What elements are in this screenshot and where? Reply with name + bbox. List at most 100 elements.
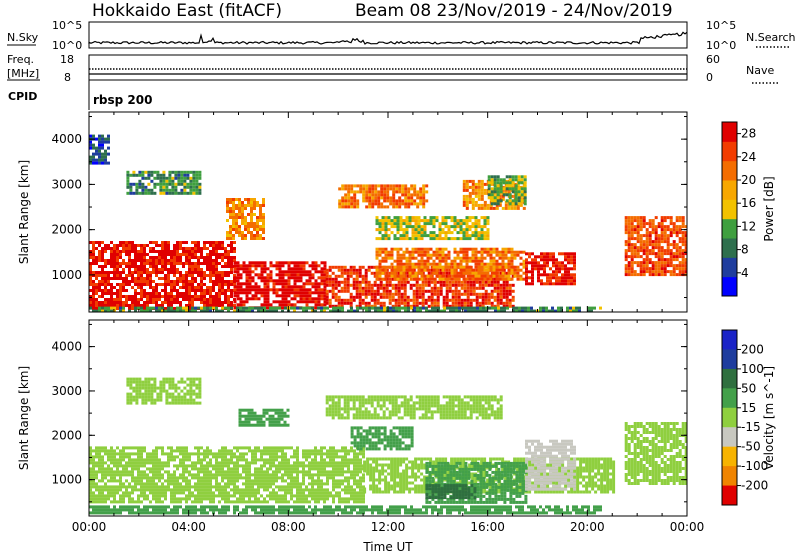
scatter-region-6: [325, 395, 503, 420]
scatter-region-4: [525, 439, 576, 491]
power-heatmap: [89, 134, 687, 312]
power-colorbar-tick-6: 28: [741, 127, 756, 141]
scatter-region-8: [238, 408, 290, 427]
power-colorbar-swatch-4: [722, 199, 737, 220]
power-ytick-3: 4000: [51, 132, 82, 146]
cpid-label: CPID: [8, 90, 37, 103]
velocity-y-axis: 1000 2000 3000 4000: [51, 323, 687, 503]
nave-label: Nave: [746, 64, 774, 77]
velocity-xtick-4: 16:00: [470, 520, 505, 534]
velocity-panel: 1000 2000 3000 4000 00:00 04:00 08:00 12:00 16:…: [17, 319, 705, 554]
nsky-trace: [88, 31, 688, 45]
power-colorbar-tick-5: 24: [741, 150, 756, 164]
velocity-colorbar-swatch-2: [722, 368, 737, 389]
freq-label: Freq.: [7, 53, 34, 66]
power-colorbar-tick-0: 4: [741, 266, 749, 280]
velocity-colorbar-swatch-1: [722, 349, 737, 370]
power-colorbar-swatch-5: [722, 180, 737, 200]
velocity-colorbar-tick-6: -100: [741, 459, 768, 473]
velocity-ylabel: Slant Range [km]: [17, 366, 31, 470]
velocity-xtick-0: 00:00: [72, 520, 107, 534]
nsky-panel: N.Sky 10^5 10^0 10^5 10^0 N.Search: [7, 19, 796, 52]
power-colorbar: 4 8 12 16 20 24 28 Power [dB]: [721, 121, 776, 297]
scatter-region-8: [338, 184, 429, 209]
power-colorbar-swatch-8: [722, 122, 737, 142]
power-colorbar-tick-1: 8: [741, 243, 749, 257]
scatter-region-4: [525, 252, 576, 286]
power-colorbar-tick-4: 20: [741, 173, 756, 187]
nsearch-tick-low: 10^0: [706, 39, 736, 52]
cpid-row: CPID rbsp 200: [8, 80, 152, 110]
velocity-colorbar-swatch-8: [722, 485, 737, 506]
power-colorbar-swatch-2: [722, 238, 737, 258]
scatter-region-2: [624, 422, 687, 485]
scatter-region-11: [487, 175, 527, 206]
power-colorbar-tick-3: 16: [741, 196, 756, 210]
power-x-ticks: [88, 112, 688, 312]
velocity-ytick-0: 1000: [51, 473, 82, 487]
beam-date-label: Beam 08 23/Nov/2019 - 24/Nov/2019: [355, 1, 673, 21]
velocity-x-axis: 00:00 04:00 08:00 12:00 16:00 20:00 00:00: [72, 320, 705, 534]
velocity-xlabel: Time UT: [362, 540, 413, 554]
scatter-region-7: [350, 426, 414, 451]
cpid-value: rbsp 200: [93, 93, 152, 107]
scatter-region-5: [89, 505, 602, 515]
scatter-region-5: [89, 306, 602, 312]
velocity-colorbar-swatch-7: [722, 466, 737, 487]
velocity-colorbar-swatch-6: [722, 446, 737, 467]
nave-tick-low: 0: [706, 71, 713, 84]
velocity-xtick-2: 08:00: [271, 520, 306, 534]
nsearch-tick-high: 10^5: [706, 19, 736, 32]
velocity-xtick-3: 12:00: [371, 520, 406, 534]
velocity-colorbar-tick-5: -50: [741, 440, 761, 454]
scatter-region-10: [425, 484, 477, 500]
scatter-region-3: [375, 247, 526, 281]
nsky-label: N.Sky: [7, 31, 39, 44]
scatter-region-13: [89, 134, 110, 165]
nave-tick-high: 60: [706, 53, 720, 66]
nsky-tick-low: 10^0: [52, 39, 82, 52]
power-colorbar-swatch-3: [722, 218, 737, 239]
velocity-xtick-6: 00:00: [670, 520, 705, 534]
velocity-colorbar-tick-1: 100: [741, 362, 764, 376]
freq-unit: [MHz]: [7, 67, 39, 80]
velocity-xtick-5: 20:00: [570, 520, 605, 534]
power-colorbar-swatch-6: [722, 160, 737, 181]
scatter-region-0: [89, 241, 236, 310]
power-colorbar-tick-2: 12: [741, 219, 756, 233]
velocity-ytick-1: 2000: [51, 428, 82, 442]
velocity-colorbar-tick-2: 50: [741, 381, 756, 395]
velocity-colorbar-tick-0: 200: [741, 342, 764, 356]
scatter-region-12: [126, 170, 202, 195]
power-ytick-0: 1000: [51, 268, 82, 282]
power-colorbar-swatch-0: [722, 276, 737, 297]
nsky-tick-high: 10^5: [52, 19, 82, 32]
nsearch-label: N.Search: [746, 31, 796, 44]
velocity-colorbar: 200 100 50 15 -15 -50 -100 -200 Velocity [m s^-…: [721, 329, 776, 506]
scatter-region-1: [233, 261, 327, 310]
freq-tick-low: 8: [64, 71, 71, 84]
velocity-colorbar-tick-3: 15: [741, 401, 756, 415]
velocity-colorbar-swatch-5: [722, 427, 737, 448]
freq-tick-high: 18: [60, 53, 74, 66]
velocity-ytick-3: 4000: [51, 340, 82, 354]
scatter-region-7: [226, 198, 265, 240]
scatter-region-10: [375, 216, 490, 241]
scatter-region-6: [624, 216, 687, 277]
plot-title: Hokkaido East (fitACF): [92, 1, 282, 21]
power-ytick-1: 2000: [51, 223, 82, 237]
scatter-region-0: [89, 446, 365, 504]
velocity-colorbar-swatch-3: [722, 388, 737, 409]
velocity-heatmap: [89, 377, 687, 515]
velocity-colorbar-swatch-0: [722, 330, 737, 350]
power-y-axis: 1000 2000 3000 4000: [51, 116, 687, 299]
velocity-ytick-2: 3000: [51, 384, 82, 398]
power-colorbar-swatch-7: [722, 141, 737, 162]
freq-panel: Freq. [MHz] 18 8 60 0 Nave: [7, 53, 778, 84]
velocity-colorbar-label: Velocity [m s^-1]: [762, 366, 776, 470]
velocity-xtick-1: 04:00: [171, 520, 206, 534]
velocity-colorbar-tick-4: -15: [741, 420, 761, 434]
power-ylabel: Slant Range [km]: [17, 160, 31, 264]
power-ytick-2: 3000: [51, 177, 82, 191]
